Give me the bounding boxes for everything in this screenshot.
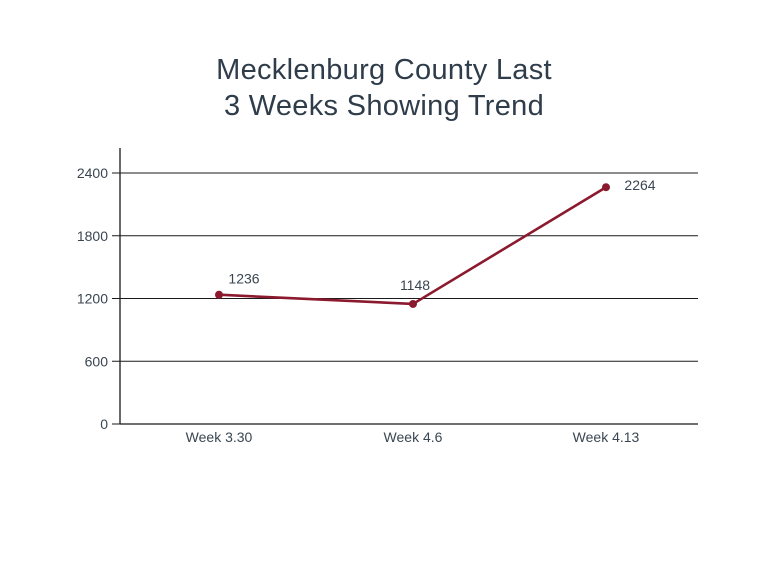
- chart-title-line-1: Mecklenburg County Last: [216, 54, 552, 86]
- y-tick-label: 1200: [77, 291, 108, 307]
- x-tick-label: Week 3.30: [186, 429, 253, 445]
- y-tick-labels: 0 600 1200 1800 2400: [77, 165, 108, 432]
- y-tick-label: 600: [85, 353, 109, 369]
- x-tick-label: Week 4.13: [573, 429, 640, 445]
- data-series: [215, 183, 610, 308]
- axes: [119, 148, 698, 425]
- y-tick-label: 2400: [77, 165, 108, 181]
- data-point: [602, 183, 610, 192]
- data-label: 2264: [624, 177, 655, 193]
- data-labels: 1236 1148 2264: [228, 177, 655, 293]
- chart-title-line-2: 3 Weeks Showing Trend: [223, 90, 545, 122]
- x-tick-label: Week 4.6: [384, 429, 443, 445]
- data-label: 1236: [228, 271, 259, 287]
- x-tick-labels: Week 3.30 Week 4.6 Week 4.13: [186, 429, 640, 445]
- grid-lines: [112, 172, 698, 425]
- y-tick-label: 0: [100, 416, 108, 432]
- y-tick-label: 1800: [77, 228, 108, 244]
- chart-title: Mecklenburg County Last 3 Weeks Showing …: [0, 52, 768, 124]
- data-label: 1148: [400, 277, 430, 293]
- data-point: [215, 290, 223, 299]
- data-point: [409, 299, 417, 308]
